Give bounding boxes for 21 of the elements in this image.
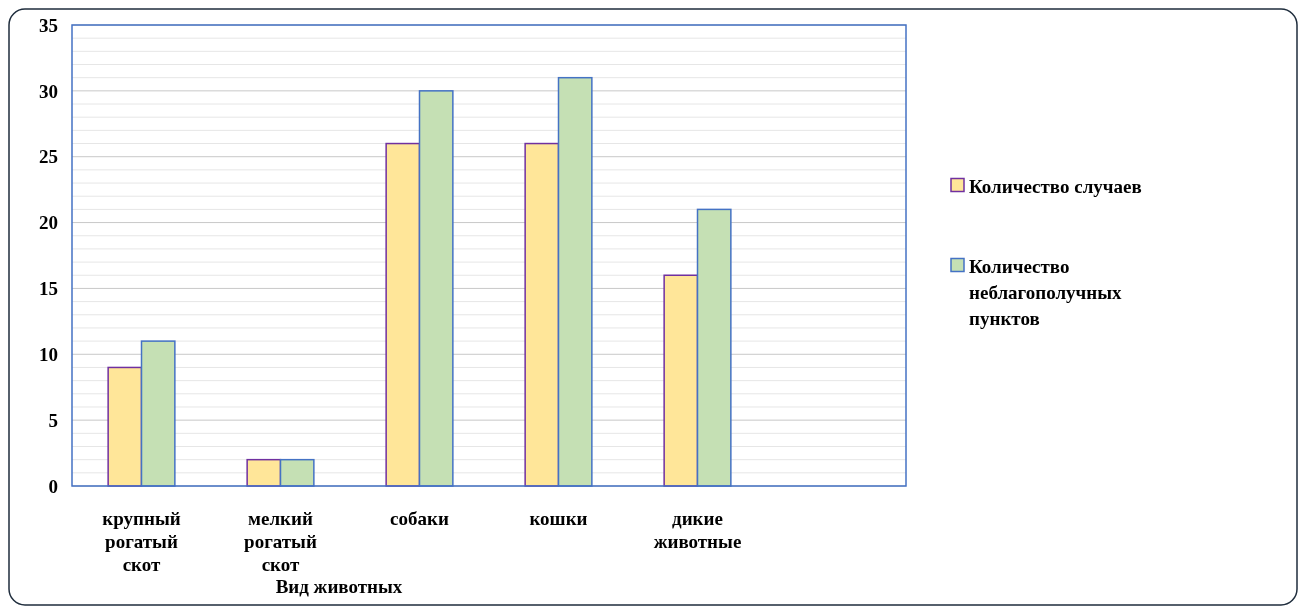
bar (663, 274, 699, 487)
x-tick-label: мелкий рогатый скот (244, 508, 317, 575)
y-tick-label: 10 (39, 343, 58, 365)
bar (524, 142, 560, 487)
y-tick-label: 15 (39, 278, 58, 300)
y-tick-label: 5 (48, 409, 58, 431)
x-axis-title: Вид животных (275, 576, 403, 597)
legend-label: Количество неблагополучных пунктов (969, 256, 1123, 330)
bar (246, 458, 282, 487)
bar (107, 366, 143, 487)
y-tick-label: 30 (39, 80, 58, 102)
x-tick-label: крупный рогатый скот (102, 508, 181, 575)
y-tick-label: 35 (39, 14, 58, 36)
x-tick-label: кошки (529, 508, 588, 529)
y-tick-label: 25 (39, 146, 58, 168)
bar (385, 142, 421, 487)
y-tick-label: 0 (48, 475, 58, 497)
x-tick-label: дикие животные (653, 508, 742, 552)
legend-label: Количество случаев (969, 176, 1142, 198)
y-tick-label: 20 (39, 212, 58, 234)
x-tick-label: собаки (390, 508, 449, 529)
